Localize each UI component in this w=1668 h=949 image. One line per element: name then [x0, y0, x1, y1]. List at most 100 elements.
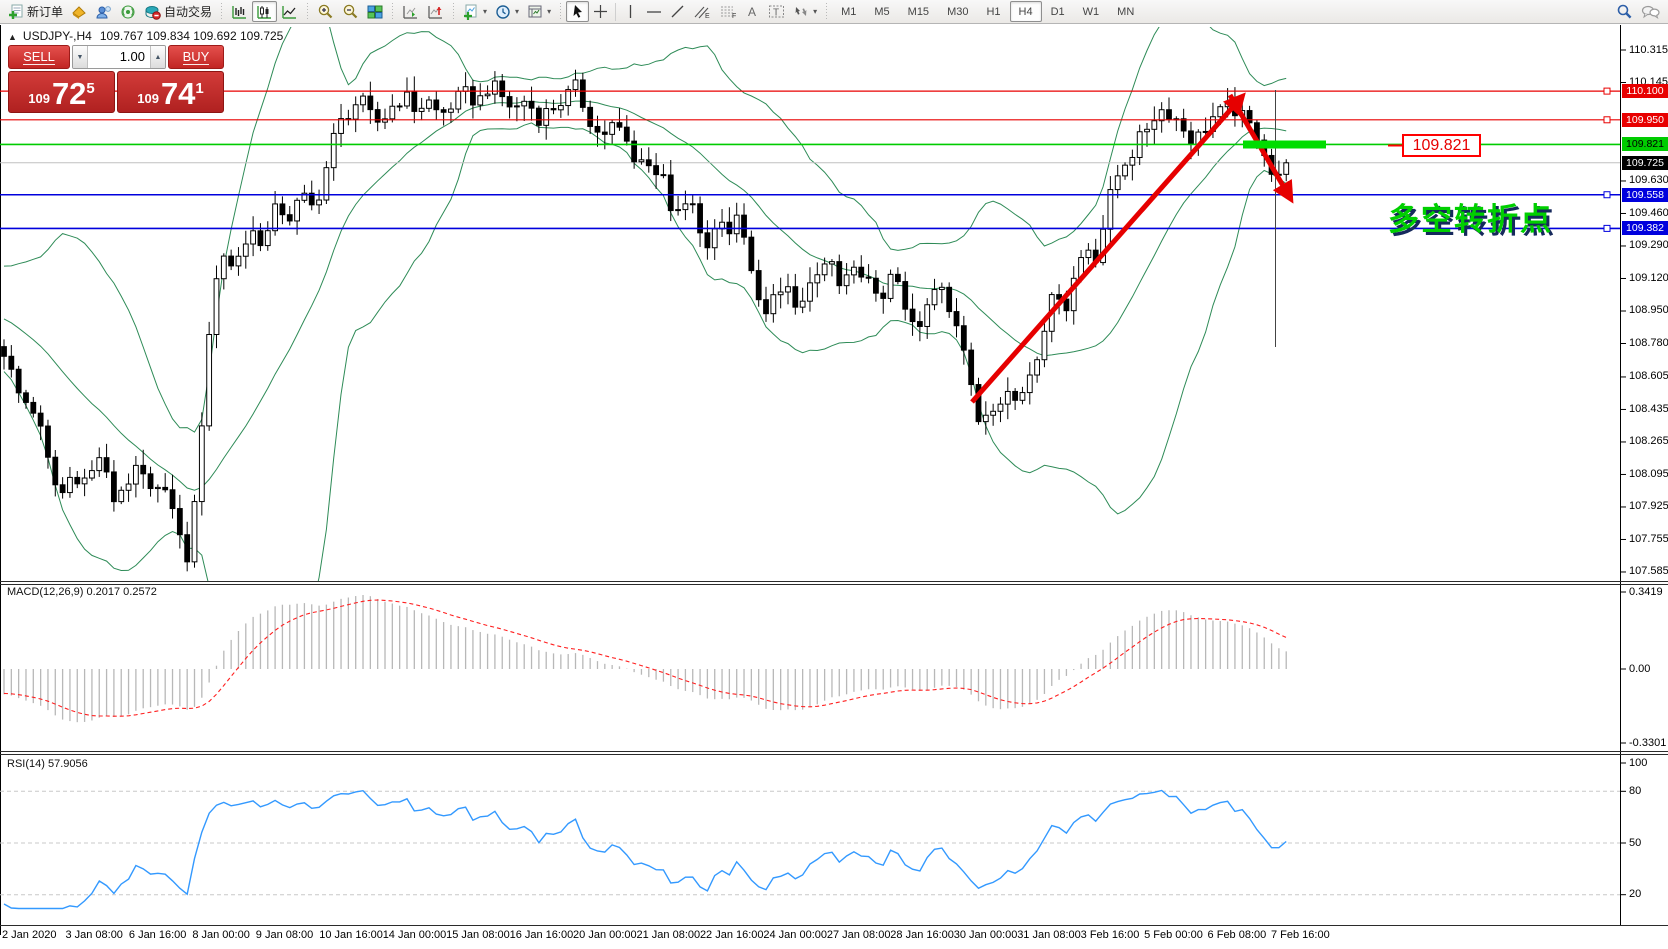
line-chart-button[interactable] — [277, 1, 302, 22]
macd-axis-label: 0.3419 — [1629, 585, 1663, 598]
new-order-label: 新订单 — [27, 5, 64, 19]
rsi-line — [3, 789, 1287, 910]
market-watch-button[interactable] — [67, 1, 91, 22]
sell-price-sup: 5 — [86, 80, 95, 97]
arrows-caret-icon: ▾ — [813, 7, 818, 16]
price-tick-label: 110.315 — [1629, 43, 1668, 56]
bar-chart-button[interactable] — [227, 1, 252, 22]
time-axis-label: 24 Jan 00:00 — [763, 929, 828, 941]
timeframe-H4[interactable]: H4 — [1009, 1, 1042, 22]
pivot-annotation-text[interactable]: 多空转折点 — [1388, 202, 1553, 237]
timeframe-label: M30 — [947, 5, 969, 18]
new-order-icon — [9, 4, 23, 19]
time-axis-label: 3 Jan 08:00 — [65, 929, 123, 941]
price-tick-label: 108.780 — [1629, 336, 1668, 349]
timeframe-W1[interactable]: W1 — [1074, 1, 1109, 22]
timeframe-label: M15 — [907, 5, 930, 18]
buy-price-big: 74 — [160, 76, 196, 111]
price-tick-label: 107.755 — [1629, 532, 1668, 545]
svg-text:T: T — [773, 8, 779, 19]
timeframe-M1[interactable]: M1 — [832, 1, 865, 22]
vertical-line-tool-button[interactable] — [619, 1, 642, 22]
price-tick-label: 108.605 — [1629, 370, 1668, 383]
candlestick-chart-button[interactable] — [252, 1, 278, 22]
price-callout-label[interactable]: 109.821 — [1402, 134, 1481, 157]
time-axis-label: 7 Feb 16:00 — [1271, 929, 1330, 941]
buy-button[interactable]: BUY — [168, 45, 224, 69]
chart-shift-icon — [428, 5, 443, 19]
bb-middle — [3, 100, 1287, 491]
community-button[interactable] — [91, 1, 116, 22]
candles — [1, 69, 1290, 572]
time-axis-label: 31 Jan 08:00 — [1017, 929, 1081, 941]
collapse-panel-icon[interactable]: ▲ — [8, 32, 17, 42]
timeframe-M30[interactable]: M30 — [938, 1, 977, 22]
price-badge-109.558: 109.558 — [1622, 187, 1668, 202]
signal-button[interactable] — [116, 1, 140, 22]
timeframe-D1[interactable]: D1 — [1042, 1, 1074, 22]
periods-button[interactable]: ▾ — [491, 1, 523, 22]
svg-text:A: A — [748, 5, 756, 19]
timeframe-H1[interactable]: H1 — [977, 1, 1009, 22]
timeframe-M5[interactable]: M5 — [865, 1, 898, 22]
text-label-tool-button[interactable]: T — [764, 1, 789, 22]
volume-increase-button[interactable]: ▲ — [150, 46, 165, 68]
timeframe-group: M1 M5 M15 M30 H1 H4 D1 W1 MN — [832, 1, 1143, 22]
auto-scroll-button[interactable] — [398, 1, 423, 22]
chat-button[interactable] — [1637, 1, 1664, 22]
text-tool-button[interactable]: A — [741, 1, 764, 22]
volume-decrease-button[interactable]: ▼ — [73, 46, 88, 68]
indicators-button[interactable]: ▾ — [459, 1, 491, 22]
time-axis-label: 14 Jan 00:00 — [382, 929, 447, 941]
fibonacci-tool-button[interactable]: F — [715, 1, 741, 22]
line-handle-icon[interactable] — [1603, 191, 1611, 199]
zoom-out-icon — [343, 4, 358, 19]
zoom-in-icon — [318, 4, 333, 19]
sell-price-tile[interactable]: 109 72 5 — [8, 71, 115, 113]
sell-button[interactable]: SELL — [8, 45, 70, 69]
new-order-button[interactable]: 新订单 — [4, 1, 67, 22]
channel-tool-button[interactable]: E — [689, 1, 715, 22]
time-axis-label: 2 Jan 2020 — [2, 929, 57, 941]
timeframe-label: M5 — [874, 5, 890, 18]
timeframe-M15[interactable]: M15 — [899, 1, 938, 22]
buy-price-tile[interactable]: 109 74 1 — [117, 71, 224, 113]
auto-trading-button[interactable]: 自动交易 — [140, 1, 216, 22]
svg-text:E: E — [705, 13, 710, 19]
trend-arrow-up[interactable] — [970, 92, 1246, 404]
price-badge-109.950: 109.950 — [1622, 112, 1668, 127]
sell-price-big: 72 — [51, 76, 87, 111]
chart-title: ▲ USDJPY-,H4 109.767 109.834 109.692 109.7… — [8, 29, 283, 43]
price-tick-label: 109.460 — [1629, 206, 1668, 219]
macd-axis-label: 0.00 — [1629, 662, 1651, 675]
line-handle-icon[interactable] — [1603, 116, 1611, 124]
indicators-icon — [464, 4, 477, 20]
trendline-tool-button[interactable] — [666, 1, 689, 22]
crosshair-tool-button[interactable] — [589, 1, 612, 22]
tile-windows-button[interactable] — [363, 1, 387, 22]
line-chart-icon — [282, 5, 297, 19]
main-toolbar: 新订单 自动交易 — [0, 0, 1668, 24]
horizontal-line-tool-button[interactable] — [642, 1, 666, 22]
time-axis-label: 27 Jan 08:00 — [826, 929, 891, 941]
timeframe-label: D1 — [1050, 5, 1065, 18]
timeframe-MN[interactable]: MN — [1108, 1, 1143, 22]
zoom-out-button[interactable] — [338, 1, 363, 22]
volume-input[interactable]: 1.00 — [119, 49, 145, 64]
vertical-line-icon — [629, 5, 632, 18]
time-axis-label: 15 Jan 08:00 — [446, 929, 510, 941]
rsi-axis-label: 100 — [1629, 756, 1648, 769]
arrows-tool-button[interactable]: ▾ — [789, 1, 821, 22]
arrows-icon — [795, 7, 807, 16]
timeframe-label: W1 — [1082, 5, 1100, 18]
templates-button[interactable]: ▾ — [523, 1, 555, 22]
zoom-in-button[interactable] — [313, 1, 338, 22]
time-axis-label: 30 Jan 00:00 — [953, 929, 1018, 941]
line-handle-icon[interactable] — [1603, 224, 1611, 232]
search-button[interactable] — [1612, 1, 1637, 22]
cursor-tool-button[interactable] — [566, 1, 590, 22]
chart-shift-button[interactable] — [423, 1, 448, 22]
resistance-bar-annotation[interactable] — [1243, 140, 1326, 149]
line-handle-icon[interactable] — [1603, 87, 1611, 95]
